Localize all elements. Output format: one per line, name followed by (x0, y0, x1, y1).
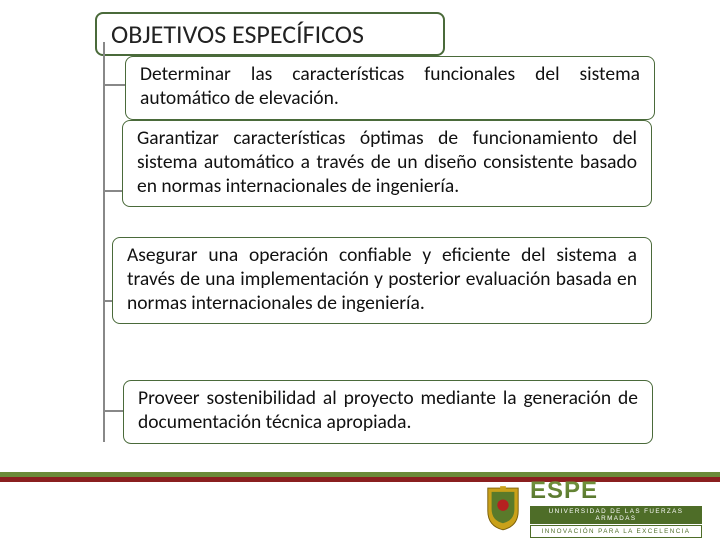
title-box: OBJETIVOS ESPECÍFICOS (95, 12, 445, 56)
connector-h-4 (103, 410, 123, 412)
connector-vertical (103, 42, 105, 442)
connector-h-3 (103, 300, 112, 302)
objective-box-3: Asegurar una operación confiable y efici… (112, 237, 652, 324)
espe-text-block: ESPE UNIVERSIDAD DE LAS FUERZAS ARMADAS … (530, 477, 702, 538)
objective-box-1: Determinar las características funcional… (125, 56, 655, 120)
objective-box-4: Proveer sostenibilidad al proyecto media… (123, 380, 653, 444)
espe-logo: ESPE UNIVERSIDAD DE LAS FUERZAS ARMADAS … (484, 477, 702, 538)
objective-text: Asegurar una operación confiable y efici… (127, 243, 637, 315)
shield-icon (484, 484, 522, 532)
slide-title: OBJETIVOS ESPECÍFICOS (111, 18, 364, 50)
connector-h-1 (103, 84, 125, 86)
espe-wordmark: ESPE (530, 477, 702, 505)
connector-h-2 (103, 190, 122, 192)
objective-box-2: Garantizar características óptimas de fu… (122, 120, 652, 207)
espe-tagline: INNOVACIÓN PARA LA EXCELENCIA (530, 525, 702, 538)
slide: OBJETIVOS ESPECÍFICOS Determinar las car… (0, 0, 720, 540)
objective-text: Determinar las características funcional… (140, 62, 640, 110)
objective-text: Proveer sostenibilidad al proyecto media… (138, 386, 638, 434)
espe-subtitle: UNIVERSIDAD DE LAS FUERZAS ARMADAS (530, 506, 702, 524)
objective-text: Garantizar características óptimas de fu… (137, 126, 637, 198)
